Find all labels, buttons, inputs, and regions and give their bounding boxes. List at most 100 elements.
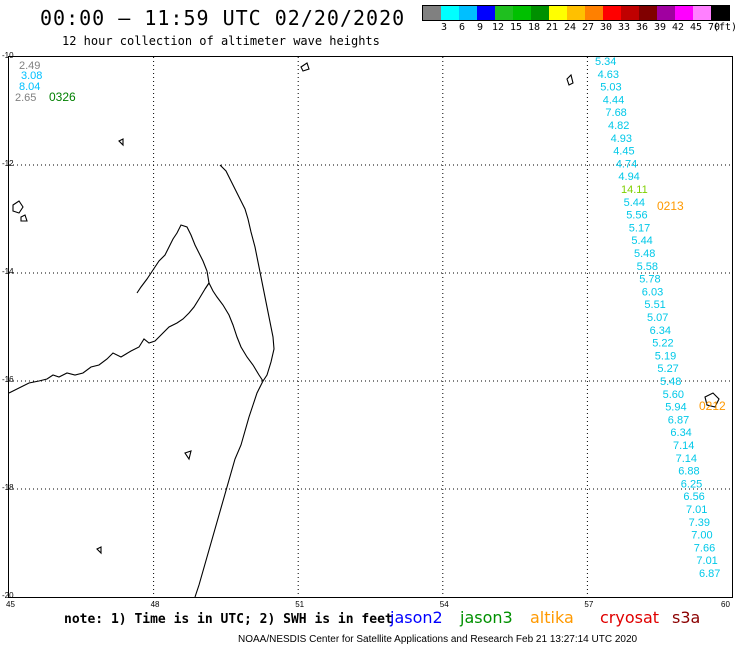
colorbar-swatch (621, 6, 639, 20)
wave-height-value: 5.44 (624, 197, 645, 209)
wave-height-value: 6.25 (681, 478, 702, 490)
colorbar-label: 24 (563, 22, 577, 33)
page-subtitle: 12 hour collection of altimeter wave hei… (62, 34, 380, 48)
wave-height-value: 5.19 (655, 350, 676, 362)
satellite-legend-item: jason2 (390, 608, 443, 627)
colorbar-label: 27 (581, 22, 595, 33)
colorbar-swatch (459, 6, 477, 20)
colorbar-swatch (657, 6, 675, 20)
page-title: 00:00 – 11:59 UTC 02/20/2020 (40, 6, 406, 30)
colorbar-swatch (513, 6, 531, 20)
colorbar-swatch (531, 6, 549, 20)
wave-height-value: 5.07 (647, 312, 668, 324)
wave-height-value: 3.08 (21, 70, 42, 82)
wave-height-value: 7.14 (676, 453, 697, 465)
colorbar-label: (ft) (712, 22, 738, 33)
wave-height-value: 5.17 (629, 222, 650, 234)
wave-height-value: 6.87 (668, 414, 689, 426)
coastline (8, 62, 720, 598)
colorbar-swatch (477, 6, 495, 20)
wave-height-value: 5.78 (639, 274, 660, 286)
wave-height-value: 7.01 (686, 504, 707, 516)
wave-height-value: 8.04 (19, 81, 40, 93)
observations-layer: 2.493.088.042.65 0326 5.344.635.034.447.68… (15, 56, 726, 580)
colorbar-labels: 3 6 9 12 15 18 21 24 27 30 33 36 39 42 45 70 (ft) (422, 22, 740, 34)
colorbar-swatch (567, 6, 585, 20)
pass-time-label: 0326 (49, 90, 76, 104)
latitude-tick-label: -10 (2, 51, 14, 60)
island-west-1 (12, 200, 24, 214)
longitude-tick-label: 51 (295, 600, 305, 609)
graticule (9, 57, 732, 597)
footer-credit: NOAA/NESDIS Center for Satellite Applica… (238, 634, 638, 645)
colorbar-label: 18 (527, 22, 541, 33)
colorbar-label: 30 (599, 22, 613, 33)
wave-height-value: 5.60 (663, 389, 684, 401)
wave-height-value: 4.44 (603, 94, 624, 106)
wave-height-value: 7.00 (691, 530, 712, 542)
pass-time-label: 0213 (657, 199, 684, 213)
wave-height-value: 6.34 (650, 325, 671, 337)
wave-height-value: 7.39 (689, 517, 710, 529)
longitude-tick-label: 60 (721, 600, 730, 609)
colorbar-legend (422, 5, 730, 21)
island-north (300, 62, 310, 72)
wave-height-value: 7.66 (694, 542, 715, 554)
wave-height-value: 5.22 (652, 338, 673, 350)
wave-height-value: 5.44 (631, 235, 652, 247)
longitude-tick-label: 57 (584, 600, 594, 609)
madagascar-coastline (8, 164, 275, 394)
latitude-tick-label: -16 (2, 375, 14, 384)
wave-height-value: 5.48 (634, 248, 655, 260)
wave-height-value: 5.58 (637, 261, 658, 273)
wave-height-value: 4.74 (616, 158, 637, 170)
wave-height-value: 6.56 (683, 491, 704, 503)
wave-height-value: 7.14 (673, 440, 694, 452)
island-west-2 (20, 214, 28, 222)
island-tiny-3 (118, 138, 124, 147)
wave-height-value: 4.45 (613, 146, 634, 158)
satellite-legend-item: cryosat (600, 608, 660, 627)
wave-height-value: 6.03 (642, 286, 663, 298)
island-tiny-2 (96, 546, 102, 555)
wave-height-value: 2.65 (15, 92, 36, 104)
colorbar-swatch (549, 6, 567, 20)
satellite-legend-item: s3a (672, 608, 701, 627)
latitude-tick-label: -12 (2, 159, 14, 168)
wave-height-value: 4.93 (611, 133, 632, 145)
colorbar-swatch (639, 6, 657, 20)
wave-height-value: 4.82 (608, 120, 629, 132)
wave-height-value: 7.68 (605, 107, 626, 119)
wave-height-value: 5.51 (644, 299, 665, 311)
island-mauritius (704, 392, 720, 408)
colorbar-swatch (693, 6, 711, 20)
colorbar-swatch (495, 6, 513, 20)
colorbar-label: 42 (671, 22, 685, 33)
longitude-tick-label: 48 (150, 600, 160, 609)
colorbar-swatch (441, 6, 459, 20)
latitude-tick-label: -14 (2, 267, 14, 276)
colorbar-label: 9 (476, 22, 484, 33)
wave-height-value: 6.87 (699, 568, 720, 580)
colorbar-label: 12 (491, 22, 505, 33)
wave-height-value: 2.49 (19, 60, 40, 72)
colorbar-swatch (711, 6, 729, 20)
colorbar-swatch (423, 6, 441, 20)
wave-height-value: 14.11 (621, 184, 648, 196)
colorbar-label: 36 (635, 22, 649, 33)
colorbar-label: 15 (509, 22, 523, 33)
wave-height-value: 5.48 (660, 376, 681, 388)
colorbar-label: 39 (653, 22, 667, 33)
colorbar-swatch (585, 6, 603, 20)
island-tiny-1 (184, 450, 192, 461)
colorbar-label: 21 (545, 22, 559, 33)
colorbar-swatch (603, 6, 621, 20)
longitude-tick-label: 45 (6, 600, 15, 609)
map-panel: 2.49 3.08 8.04 2.65 0326 5.34 4.63 5.03 4.44 7.68… (8, 56, 733, 598)
latitude-tick-label: -20 (2, 591, 14, 600)
colorbar-label: 33 (617, 22, 631, 33)
colorbar-swatch (675, 6, 693, 20)
satellite-legend-item: altika (530, 608, 574, 627)
wave-height-value: 5.56 (626, 210, 647, 222)
wave-height-value: 7.01 (696, 555, 717, 567)
